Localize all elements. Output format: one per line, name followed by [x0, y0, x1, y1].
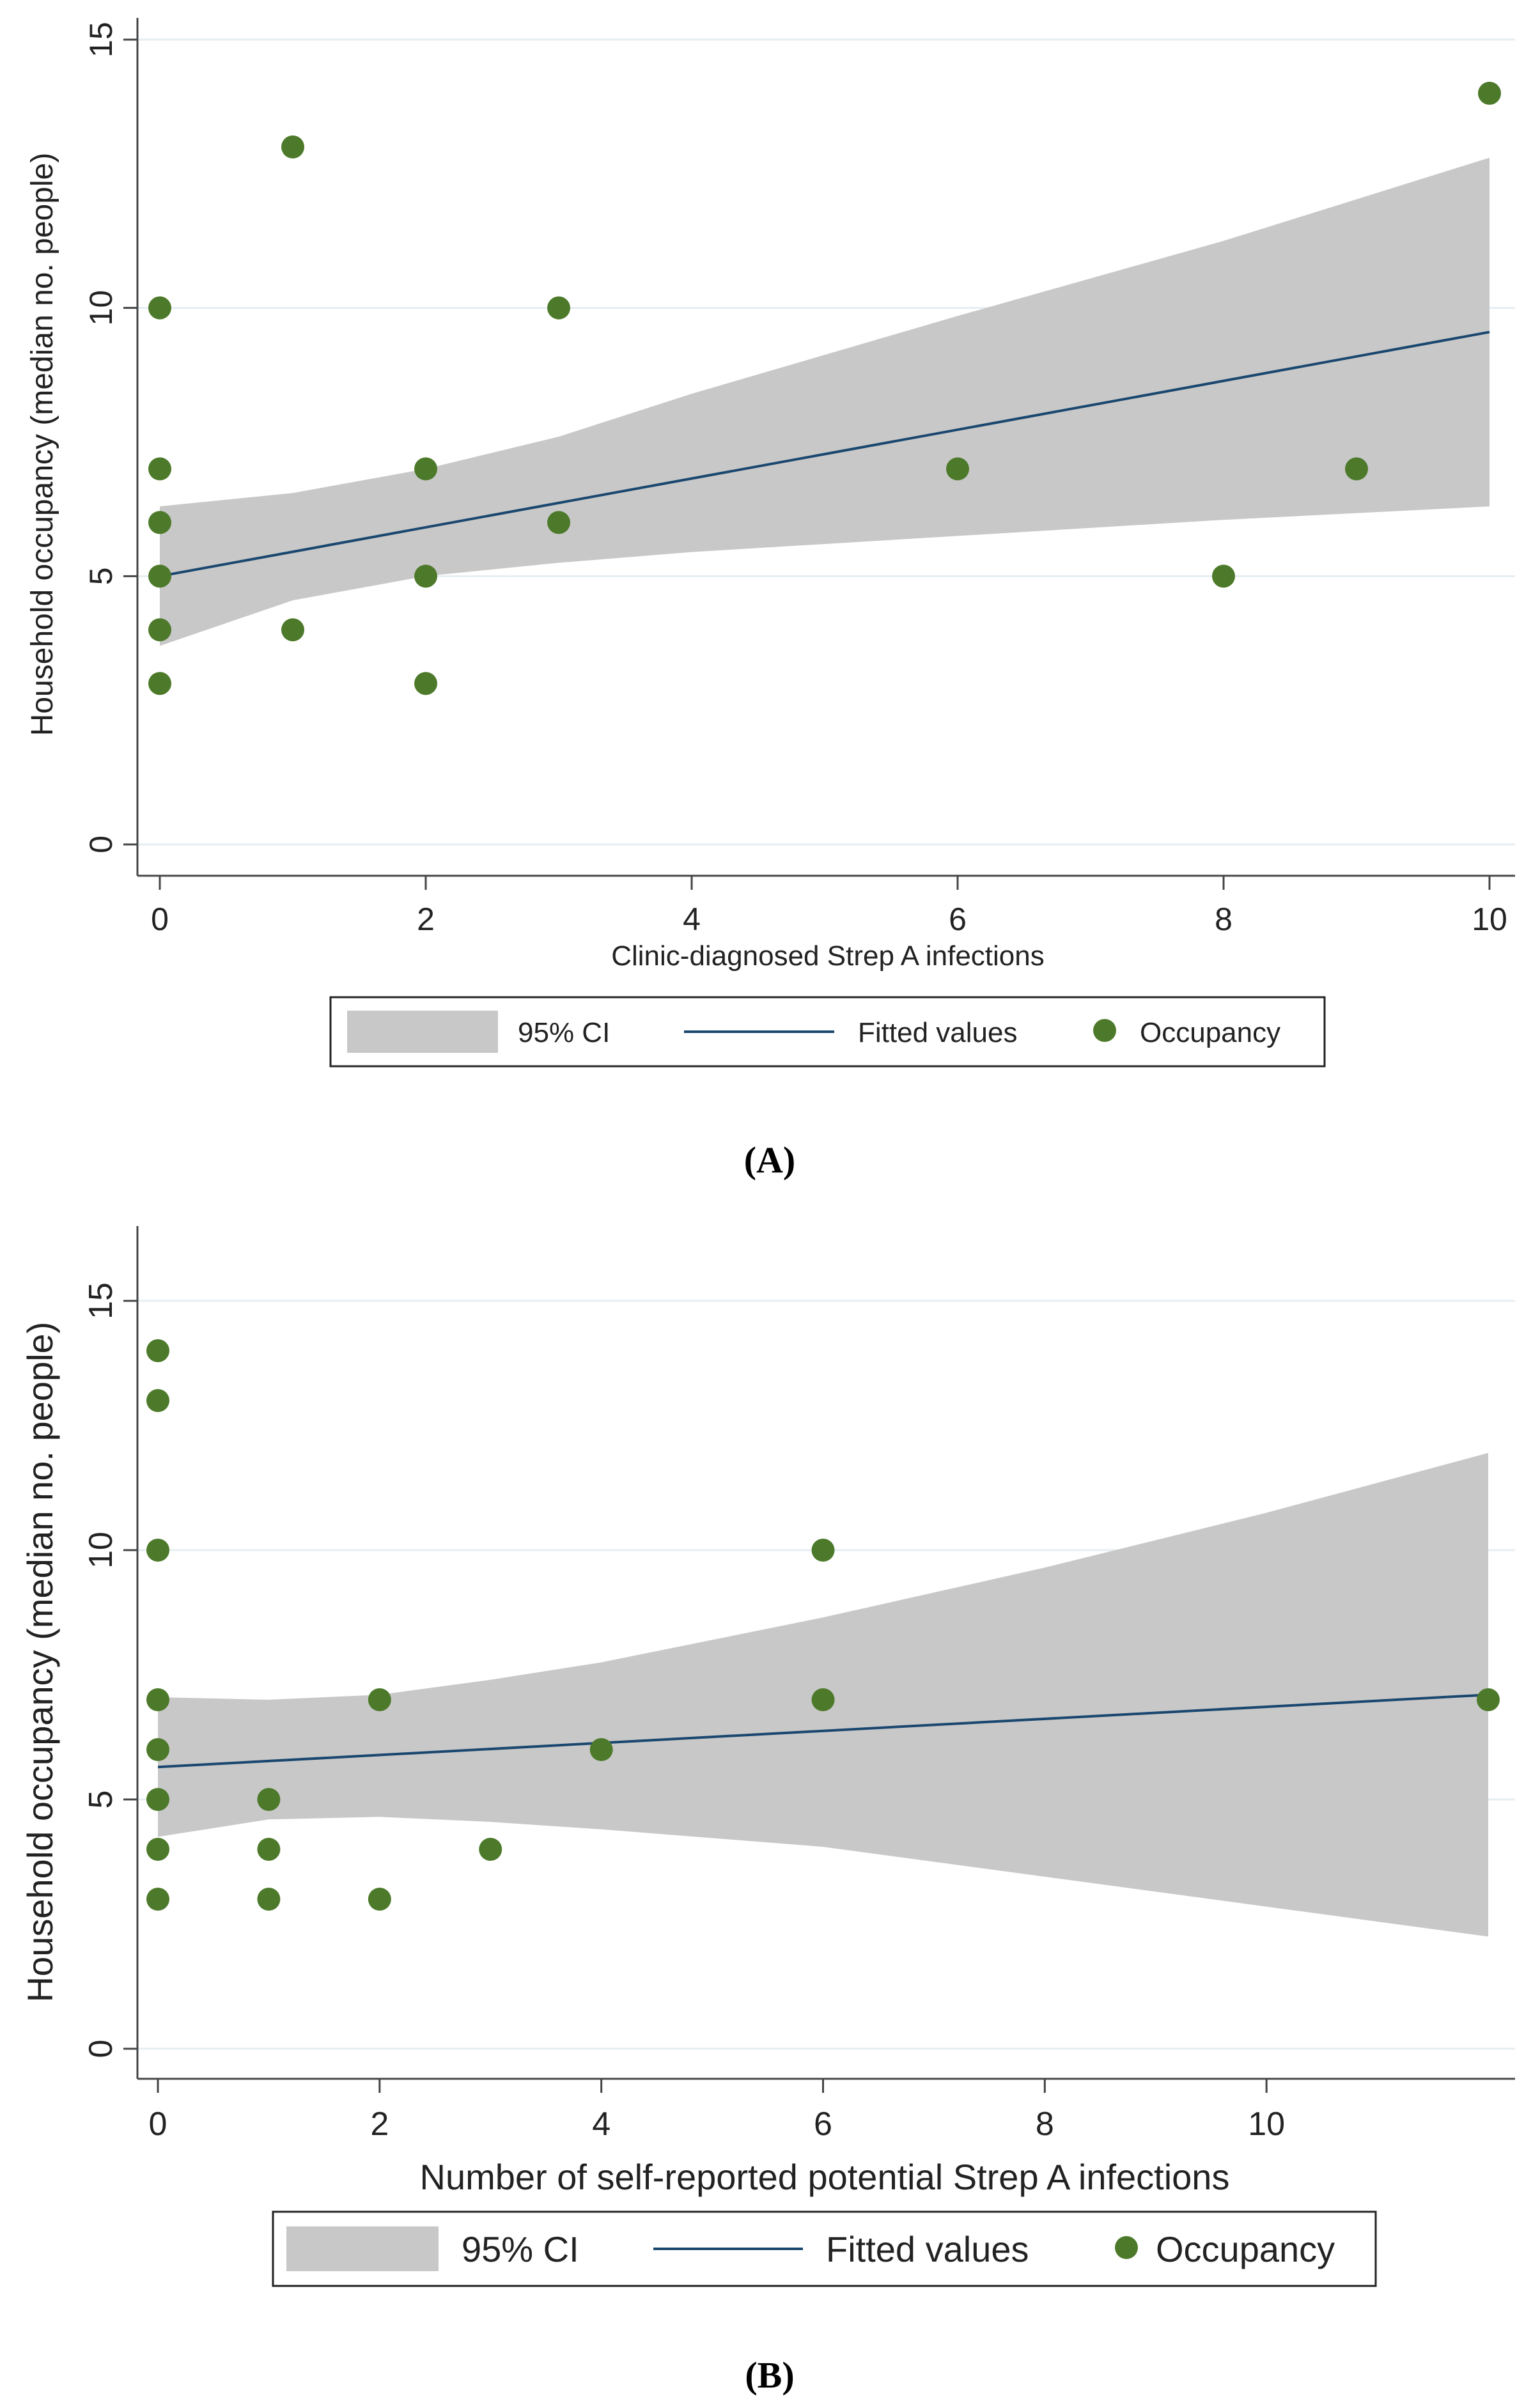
- occupancy-point: [589, 1738, 613, 1761]
- occupancy-point: [146, 1888, 169, 1911]
- y-tick-label: 5: [83, 567, 119, 585]
- y-tick-label: 0: [82, 2040, 120, 2058]
- legend-ci-swatch-a: [347, 1011, 498, 1053]
- legend-fitted-label-b: Fitted values: [826, 2229, 1029, 2269]
- y-tick-label: 10: [82, 1532, 120, 1569]
- occupancy-point: [281, 618, 304, 642]
- legend-ci-label-b: 95% CI: [462, 2229, 579, 2269]
- x-tick-label: 4: [683, 901, 701, 937]
- occupancy-point: [146, 1738, 169, 1761]
- legend-fitted-label-a: Fitted values: [858, 1017, 1017, 1048]
- y-tick-label: 0: [83, 835, 119, 853]
- x-tick-label: 0: [151, 901, 169, 937]
- occupancy-point: [811, 1539, 835, 1562]
- points-a: [148, 81, 1501, 695]
- legend-point-swatch-b: [1115, 2236, 1138, 2259]
- legend-box-b: [272, 2210, 1377, 2287]
- occupancy-point: [257, 1788, 281, 1811]
- panel-label-b: (B): [745, 2354, 794, 2396]
- fitted-line-a: [159, 330, 1490, 578]
- occupancy-point: [257, 1838, 281, 1861]
- occupancy-point: [148, 296, 171, 320]
- legend-a: 95% CI Fitted values Occupancy: [329, 996, 1326, 1068]
- occupancy-point: [1212, 564, 1235, 588]
- y-ticks-a: 0 5 10 15: [83, 22, 137, 853]
- occupancy-point: [257, 1888, 281, 1911]
- y-tick-label: 15: [83, 22, 119, 58]
- fitted-line-b: [157, 1693, 1489, 1769]
- x-tick-label: 0: [149, 2106, 167, 2143]
- occupancy-point: [146, 1389, 169, 1412]
- occupancy-point: [146, 1688, 169, 1711]
- x-axis-title-a: Clinic-diagnosed Strep A infections: [611, 940, 1045, 972]
- occupancy-point: [148, 672, 171, 695]
- occupancy-point: [281, 135, 304, 159]
- y-ticks-b: 0 5 10 15: [82, 1282, 137, 2058]
- occupancy-point: [414, 564, 437, 588]
- occupancy-point: [811, 1688, 835, 1711]
- x-tick-label: 8: [1036, 2106, 1054, 2143]
- occupancy-point: [146, 1838, 169, 1861]
- x-tick-label: 6: [949, 901, 967, 937]
- occupancy-point: [146, 1788, 169, 1811]
- occupancy-point: [368, 1888, 391, 1911]
- x-tick-label: 6: [814, 2106, 832, 2143]
- ci-band-a: [160, 157, 1489, 646]
- x-ticks-b: 0 2 4 6 8 10: [149, 2079, 1285, 2143]
- y-axis-title-a: Household occupancy (median no. people): [26, 153, 59, 736]
- x-tick-label: 4: [592, 2106, 611, 2143]
- x-tick-label: 8: [1215, 901, 1233, 937]
- chart-panel-b: 0 5 10 15 0 2 4 6 8 10 Household occupancy (medi…: [20, 1226, 1515, 2396]
- legend-b: 95% CI Fitted values Occupancy: [272, 2210, 1377, 2287]
- occupancy-point: [1345, 457, 1368, 481]
- occupancy-point: [1478, 81, 1501, 105]
- occupancy-point: [148, 618, 171, 642]
- x-axis-title-b: Number of self-reported potential Strep …: [420, 2157, 1230, 2197]
- y-tick-label: 15: [82, 1282, 120, 1319]
- occupancy-point: [148, 511, 171, 534]
- occupancy-point: [146, 1339, 169, 1362]
- y-axis-title-b: Household occupancy (median no. people): [20, 1322, 60, 2003]
- y-tick-label: 10: [83, 290, 119, 326]
- occupancy-point: [414, 457, 437, 481]
- occupancy-point: [368, 1688, 391, 1711]
- occupancy-point: [148, 457, 171, 481]
- legend-point-label-b: Occupancy: [1156, 2229, 1335, 2269]
- occupancy-point: [547, 511, 570, 534]
- x-tick-label: 2: [370, 2106, 389, 2143]
- legend-ci-swatch-b: [286, 2226, 439, 2271]
- occupancy-point: [148, 564, 171, 588]
- x-tick-label: 10: [1248, 2106, 1285, 2143]
- occupancy-point: [547, 296, 570, 320]
- x-ticks-a: 0 2 4 6 8 10: [151, 876, 1507, 937]
- occupancy-point: [479, 1838, 502, 1861]
- occupancy-point: [146, 1539, 169, 1562]
- x-tick-label: 2: [417, 901, 435, 937]
- occupancy-point: [946, 457, 969, 481]
- points-b: [146, 1339, 1500, 1911]
- y-tick-label: 5: [82, 1790, 120, 1809]
- panel-label-a: (A): [744, 1139, 796, 1181]
- occupancy-point: [1477, 1688, 1500, 1711]
- chart-panel-a: 0 5 10 15 0 2 4 6 8 10 Household occupancy (medi…: [26, 18, 1515, 1181]
- legend-ci-label-a: 95% CI: [518, 1017, 610, 1048]
- legend-point-swatch-a: [1093, 1019, 1116, 1042]
- x-tick-label: 10: [1472, 901, 1507, 937]
- occupancy-point: [414, 672, 437, 695]
- legend-point-label-a: Occupancy: [1140, 1017, 1280, 1048]
